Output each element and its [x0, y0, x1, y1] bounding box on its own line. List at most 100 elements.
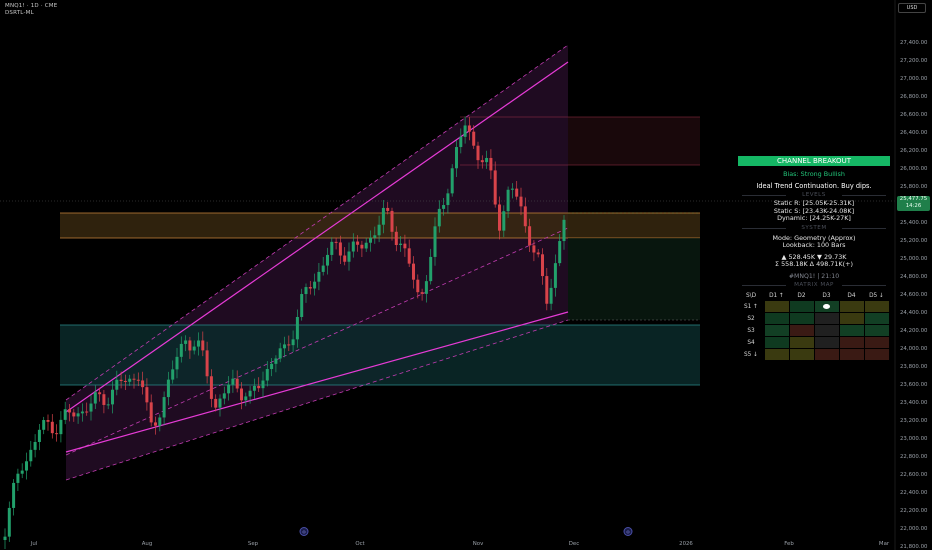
candle-body [278, 348, 282, 359]
matrix-cell [839, 325, 864, 336]
candle-body [455, 147, 458, 169]
candle-body [360, 244, 364, 249]
system-header: SYSTEM [738, 225, 890, 231]
candle-body [287, 344, 291, 346]
candle-body [519, 196, 523, 207]
candle-body [321, 265, 325, 272]
candle-body [50, 421, 54, 434]
candle-body [502, 211, 506, 231]
candle-body [300, 294, 304, 317]
matrix-cell [864, 313, 889, 324]
price-axis-label: 22,000.00 [900, 526, 928, 532]
levels-header: LEVELS [738, 192, 890, 198]
dashboard-title: CHANNEL BREAKOUT [738, 156, 890, 166]
support-zone [60, 325, 700, 385]
candle-body [270, 363, 274, 370]
matrix-cell [764, 349, 789, 360]
candle-body [308, 287, 312, 289]
matrix-cell [864, 349, 889, 360]
matrix-row-header: S1 ↑ [743, 304, 759, 310]
price-axis-label: 26,200.00 [900, 148, 928, 154]
matrix-cell [789, 337, 814, 348]
candle-body [218, 398, 222, 408]
last-price: 25,477.75 [899, 196, 928, 202]
price-axis-label: 24,600.00 [900, 292, 928, 298]
matrix-cell [764, 301, 789, 312]
candle-body [386, 207, 390, 211]
price-axis-label: 27,200.00 [900, 58, 928, 64]
matrix-row-header: S3 [747, 328, 755, 334]
matrix-row-header: S5 ↓ [743, 352, 759, 358]
time-axis-label: Sep [247, 541, 259, 547]
candle-body [188, 340, 192, 351]
price-axis-label: 22,600.00 [900, 472, 928, 478]
price-axis-label: 23,800.00 [900, 364, 928, 370]
event-icon[interactable]: ◎ [299, 527, 309, 536]
candle-body [467, 125, 471, 132]
candle-body [25, 461, 28, 471]
candle-body [476, 145, 480, 161]
event-icon[interactable]: ◎ [623, 527, 633, 536]
candle-body [472, 131, 476, 146]
indicator-line[interactable]: DSRTL-ML [5, 10, 34, 16]
candle-body [171, 369, 175, 380]
matrix-map: S\D D1 ↑ D2 D3 D4 D5 ↓ S1 ↑ S2 S3 S4 S5 ↓ [738, 291, 890, 361]
time-axis-label: 2026 [679, 541, 693, 547]
candle-body [240, 388, 243, 401]
candle-body [549, 287, 553, 304]
candle-body [433, 226, 437, 257]
candle-body [16, 473, 20, 483]
matrix-cell [789, 349, 814, 360]
matrix-column-header: D2 [797, 293, 806, 299]
candle-body [132, 378, 136, 380]
candle-body [420, 292, 424, 294]
price-axis-label: 23,400.00 [900, 400, 928, 406]
candle-body [459, 136, 463, 148]
candle-body [291, 339, 295, 346]
candlesticks [3, 116, 566, 549]
candle-body [115, 379, 119, 390]
symbol-line[interactable]: MNQ1! · 1D · CME [5, 3, 58, 9]
candle-body [283, 344, 286, 349]
candle-body [179, 343, 183, 357]
candle-body [304, 287, 308, 295]
price-axis-label: 25,200.00 [900, 238, 928, 244]
candle-body [515, 188, 519, 197]
candle-body [72, 412, 76, 417]
channel-fill [66, 45, 568, 480]
candle-body [442, 205, 446, 209]
matrix-cell [839, 349, 864, 360]
channel-upper-dashed [65, 44, 569, 401]
candle-body [326, 254, 329, 266]
price-axis-label: 26,800.00 [900, 94, 928, 100]
price-axis-label: 21,800.00 [900, 544, 928, 550]
matrix-header: MATRIX MAP [738, 282, 890, 288]
candle-body [257, 385, 261, 389]
candle-body [119, 379, 123, 381]
candle-body [313, 281, 317, 289]
candle-body [29, 449, 33, 462]
matrix-column-header: D4 [847, 293, 856, 299]
candle-body [214, 398, 218, 408]
candle-body [141, 380, 145, 388]
price-axis-label: 25,400.00 [900, 220, 928, 226]
candle-body [399, 243, 403, 246]
currency-button[interactable]: USD [898, 3, 926, 13]
candle-body [523, 206, 527, 227]
symbol-tag: #MNQ1! | 21:10 [788, 272, 840, 280]
candle-body [489, 157, 493, 171]
candle-body [85, 411, 89, 413]
candle-body [377, 224, 381, 236]
matrix-column-header: D5 ↓ [869, 293, 884, 299]
candle-body [145, 387, 149, 403]
last-price-tag: 25,477.75 14:26 [897, 196, 930, 211]
candle-body [429, 256, 433, 282]
matrix-cell [864, 325, 889, 336]
price-axis-label: 24,400.00 [900, 310, 928, 316]
candle-body [412, 263, 415, 280]
matrix-cell [814, 325, 839, 336]
dynamic-range: Dynamic: [24.25K-27K] [777, 214, 851, 222]
candle-body [536, 252, 540, 255]
channel-mid-dashed [65, 227, 569, 456]
